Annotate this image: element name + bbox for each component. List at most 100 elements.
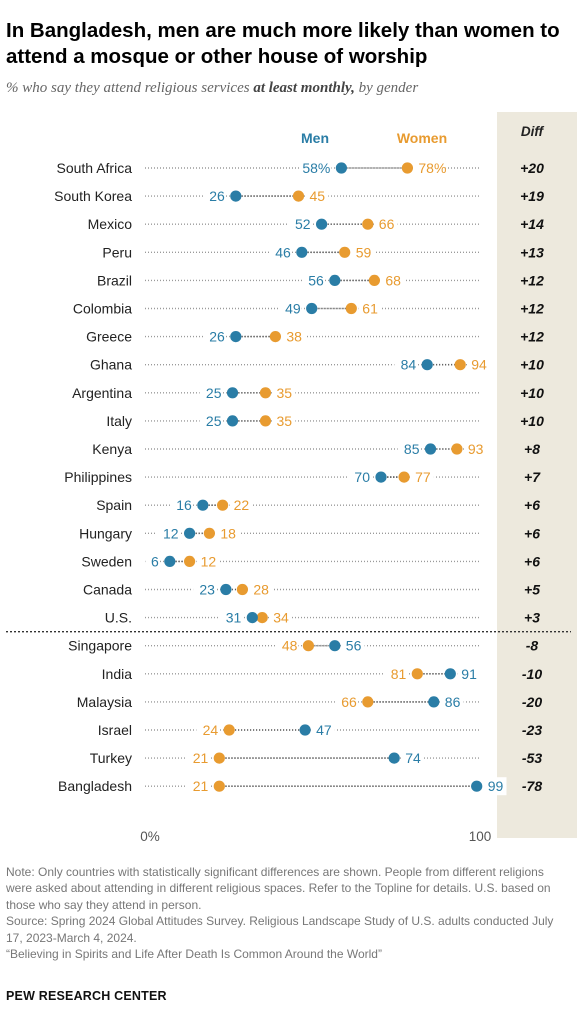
diff-value: +5 bbox=[524, 582, 540, 598]
women-value-label: 24 bbox=[203, 722, 219, 738]
women-dot bbox=[236, 583, 248, 596]
diff-value: +20 bbox=[520, 160, 544, 176]
women-dot bbox=[213, 780, 225, 792]
label-backdrop bbox=[300, 159, 332, 177]
label-backdrop bbox=[394, 355, 418, 374]
label-backdrop bbox=[272, 411, 296, 430]
country-label: Colombia bbox=[73, 301, 132, 317]
women-value-label: 77 bbox=[415, 469, 431, 485]
diff-value: +13 bbox=[520, 244, 544, 260]
country-label: Turkey bbox=[90, 750, 132, 766]
country-label: Brazil bbox=[97, 272, 132, 288]
men-dot bbox=[299, 724, 311, 736]
men-dot bbox=[316, 218, 328, 230]
women-value-label: 18 bbox=[220, 525, 236, 541]
label-backdrop bbox=[374, 215, 398, 234]
legend-women: Women bbox=[397, 130, 447, 146]
men-dot bbox=[471, 780, 483, 792]
men-value-label: 31 bbox=[226, 610, 242, 626]
women-value-label: 78% bbox=[418, 160, 446, 176]
diff-value: +3 bbox=[524, 610, 540, 626]
country-label: South Africa bbox=[57, 160, 133, 176]
men-value-label: 56 bbox=[346, 638, 362, 654]
women-dot bbox=[259, 415, 272, 427]
men-dot bbox=[197, 499, 209, 511]
chart-title: In Bangladesh, men are much more likely … bbox=[6, 19, 560, 68]
diff-value: -78 bbox=[522, 778, 542, 794]
diff-column-background bbox=[497, 112, 577, 838]
men-dot bbox=[329, 274, 341, 286]
women-dot bbox=[256, 612, 268, 624]
label-backdrop bbox=[288, 215, 312, 234]
women-value-label: 68 bbox=[385, 272, 401, 288]
men-dot bbox=[296, 246, 308, 258]
chart-notes: Note: Only countries with statistically … bbox=[6, 864, 571, 962]
label-backdrop bbox=[381, 271, 405, 290]
men-dot bbox=[335, 162, 347, 174]
label-backdrop bbox=[483, 777, 507, 796]
women-value-label: 81 bbox=[391, 666, 407, 682]
label-backdrop bbox=[203, 187, 226, 206]
women-dot bbox=[217, 499, 229, 511]
women-dot bbox=[362, 696, 374, 708]
men-dot bbox=[421, 359, 433, 371]
men-dot bbox=[220, 583, 232, 596]
men-value-label: 91 bbox=[461, 666, 477, 682]
women-dot bbox=[302, 640, 314, 652]
report-title: “Believing in Spirits and Life After Dea… bbox=[6, 947, 382, 962]
label-backdrop bbox=[411, 468, 434, 487]
women-dot bbox=[292, 190, 305, 202]
country-label: Kenya bbox=[92, 441, 132, 457]
women-value-label: 66 bbox=[379, 216, 395, 232]
men-value-label: 25 bbox=[206, 385, 222, 401]
label-backdrop bbox=[186, 749, 210, 768]
country-label: U.S. bbox=[105, 610, 132, 626]
subtitle-emphasis: at least monthly, bbox=[253, 80, 355, 96]
label-backdrop bbox=[216, 524, 240, 543]
men-dot bbox=[164, 555, 176, 567]
country-label: Ghana bbox=[90, 357, 132, 373]
diff-header: Diff bbox=[521, 124, 545, 139]
men-value-label: 58% bbox=[302, 160, 330, 176]
label-backdrop bbox=[358, 299, 382, 318]
country-label: Bangladesh bbox=[58, 778, 132, 794]
men-dot bbox=[230, 331, 242, 343]
dot-plot-chart: Men Women Diff South Africa 58% 78% +20 South K… bbox=[6, 112, 577, 844]
label-backdrop bbox=[199, 383, 223, 402]
chart-subtitle: % who say they attend religious services… bbox=[6, 80, 571, 97]
label-backdrop bbox=[219, 608, 243, 627]
label-backdrop bbox=[341, 636, 365, 655]
women-value-label: 48 bbox=[282, 638, 298, 654]
men-dot bbox=[184, 527, 196, 539]
diff-value: +10 bbox=[520, 385, 544, 401]
label-backdrop bbox=[305, 187, 329, 206]
country-label: Philippines bbox=[64, 469, 132, 485]
subtitle-end: by gender bbox=[354, 80, 419, 96]
label-backdrop bbox=[249, 580, 273, 599]
men-dot bbox=[246, 612, 258, 624]
country-label: Argentina bbox=[72, 385, 132, 401]
label-backdrop bbox=[312, 721, 335, 739]
women-value-label: 45 bbox=[310, 188, 326, 204]
label-backdrop bbox=[302, 271, 325, 290]
label-backdrop bbox=[199, 411, 223, 430]
women-dot bbox=[213, 752, 225, 764]
label-backdrop bbox=[282, 327, 306, 346]
country-label: Mexico bbox=[88, 216, 133, 232]
diff-value: +6 bbox=[524, 525, 540, 541]
country-label: Italy bbox=[106, 413, 132, 429]
label-backdrop bbox=[196, 721, 220, 739]
women-dot bbox=[184, 555, 196, 567]
country-label: Greece bbox=[86, 329, 132, 345]
women-dot bbox=[454, 359, 466, 371]
women-dot bbox=[401, 162, 413, 174]
women-value-label: 38 bbox=[286, 329, 302, 345]
label-backdrop bbox=[348, 468, 371, 487]
women-dot bbox=[451, 443, 463, 455]
men-dot bbox=[424, 443, 437, 455]
men-value-label: 74 bbox=[405, 750, 421, 766]
country-label: Sweden bbox=[81, 553, 132, 569]
label-backdrop bbox=[384, 664, 408, 683]
women-dot bbox=[203, 527, 215, 539]
x-tick-label: 100 bbox=[469, 829, 492, 844]
